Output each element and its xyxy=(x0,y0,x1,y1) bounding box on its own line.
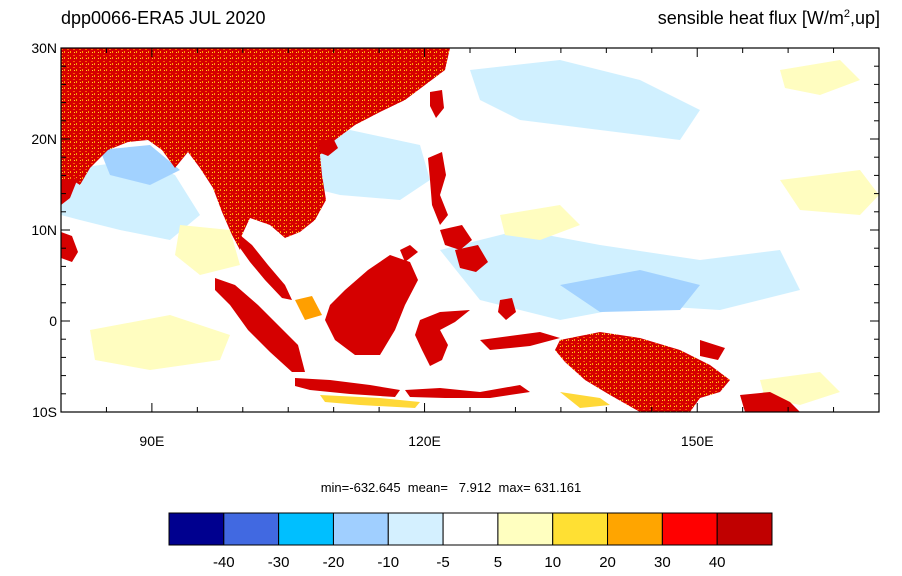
land-australia-north xyxy=(740,392,800,412)
land-seram xyxy=(480,332,560,350)
lat-tick-label: 0 xyxy=(49,313,57,329)
ocean-light-neg-patch xyxy=(100,145,180,185)
lon-tick-label: 150E xyxy=(681,433,714,449)
lat-tick-label: 20N xyxy=(31,131,57,147)
land-java xyxy=(295,378,400,397)
colorbar-label: 30 xyxy=(654,554,671,571)
ocean-light-neg-pacific xyxy=(560,270,700,312)
colorbar-label: 5 xyxy=(494,554,502,571)
colorbar-box xyxy=(661,512,718,546)
colorbar-label: -30 xyxy=(268,554,290,571)
colorbar-label: 40 xyxy=(709,554,726,571)
colorbar-label: -10 xyxy=(377,554,399,571)
land-lesser-sunda xyxy=(405,385,530,398)
lat-tick-label: 10N xyxy=(31,222,57,238)
colorbar-label: 10 xyxy=(544,554,561,571)
map-field xyxy=(61,48,879,412)
colorbar-label: -5 xyxy=(436,554,449,571)
land-borneo xyxy=(325,255,418,355)
land-luzon xyxy=(428,152,448,225)
ocean-positive-patch-io2 xyxy=(175,225,240,275)
colorbar-box xyxy=(442,512,499,546)
warm-fringe-south xyxy=(320,395,420,408)
land-malay-peninsula xyxy=(240,235,292,300)
lon-tick-label: 90E xyxy=(139,433,164,449)
lat-tick-label: 30N xyxy=(31,40,57,56)
colorbar-box xyxy=(552,512,609,546)
colorbar-box xyxy=(278,512,334,546)
colorbar-box xyxy=(387,512,444,546)
stats-text: min=-632.645 mean= 7.912 max= 631.161 xyxy=(320,480,582,495)
ocean-negative-patch-north xyxy=(470,60,700,140)
land-taiwan xyxy=(430,90,444,118)
plot-title-right: sensible heat flux [W/m2,up] xyxy=(658,8,880,29)
ocean-positive-patch-se xyxy=(760,372,840,405)
warm-fringe-io xyxy=(295,296,322,320)
land-sumatra xyxy=(215,278,305,372)
land-palawan xyxy=(400,245,418,262)
lat-tick-label: 10S xyxy=(32,404,57,420)
land-bismarck xyxy=(700,340,725,360)
colorbar-box xyxy=(332,512,389,546)
ocean-positive-patch-east2 xyxy=(500,205,580,240)
land-asia-mainland xyxy=(61,48,450,250)
title-right-prefix: sensible heat flux [W/m xyxy=(657,8,844,28)
colorbar-box xyxy=(168,512,225,546)
land-india-south xyxy=(61,178,78,205)
warm-fringe-tropics xyxy=(560,392,610,408)
title-right-superscript: 2 xyxy=(843,8,850,20)
land-sri-lanka xyxy=(61,232,78,262)
plot-title-left: dpp0066-ERA5 JUL 2020 xyxy=(61,8,266,28)
colorbar-label: -20 xyxy=(323,554,345,571)
colorbar-labels: -40 -30 -20 -10 -5 5 10 20 30 40 xyxy=(213,554,726,571)
colorbar-box xyxy=(497,512,554,546)
ocean-positive-patch-east xyxy=(780,170,879,215)
flux-map: 30N 20N 10N 0 10S 90E 120E 150E xyxy=(31,40,880,449)
land-sulawesi xyxy=(415,310,470,366)
map-tick-labels: 30N 20N 10N 0 10S 90E 120E 150E xyxy=(31,40,713,449)
colorbar-label: 20 xyxy=(599,554,616,571)
land-mindanao xyxy=(455,245,488,272)
land-visayas xyxy=(440,225,472,250)
lon-tick-label: 120E xyxy=(408,433,441,449)
map-ticks xyxy=(60,47,880,413)
title-right-suffix: ,up] xyxy=(849,8,880,28)
colorbar-box xyxy=(607,512,663,546)
colorbar-box xyxy=(716,512,773,546)
land-hainan xyxy=(318,138,338,156)
ocean-positive-patch-ne xyxy=(780,60,860,95)
ocean-positive-patch-io xyxy=(90,315,230,370)
land-new-guinea xyxy=(555,332,730,412)
colorbar-label: -40 xyxy=(213,554,235,571)
ocean-negative-patch-bob xyxy=(61,160,200,240)
land-halmahera xyxy=(498,298,516,320)
colorbar-boxes xyxy=(168,512,773,546)
colorbar-box xyxy=(223,512,280,546)
